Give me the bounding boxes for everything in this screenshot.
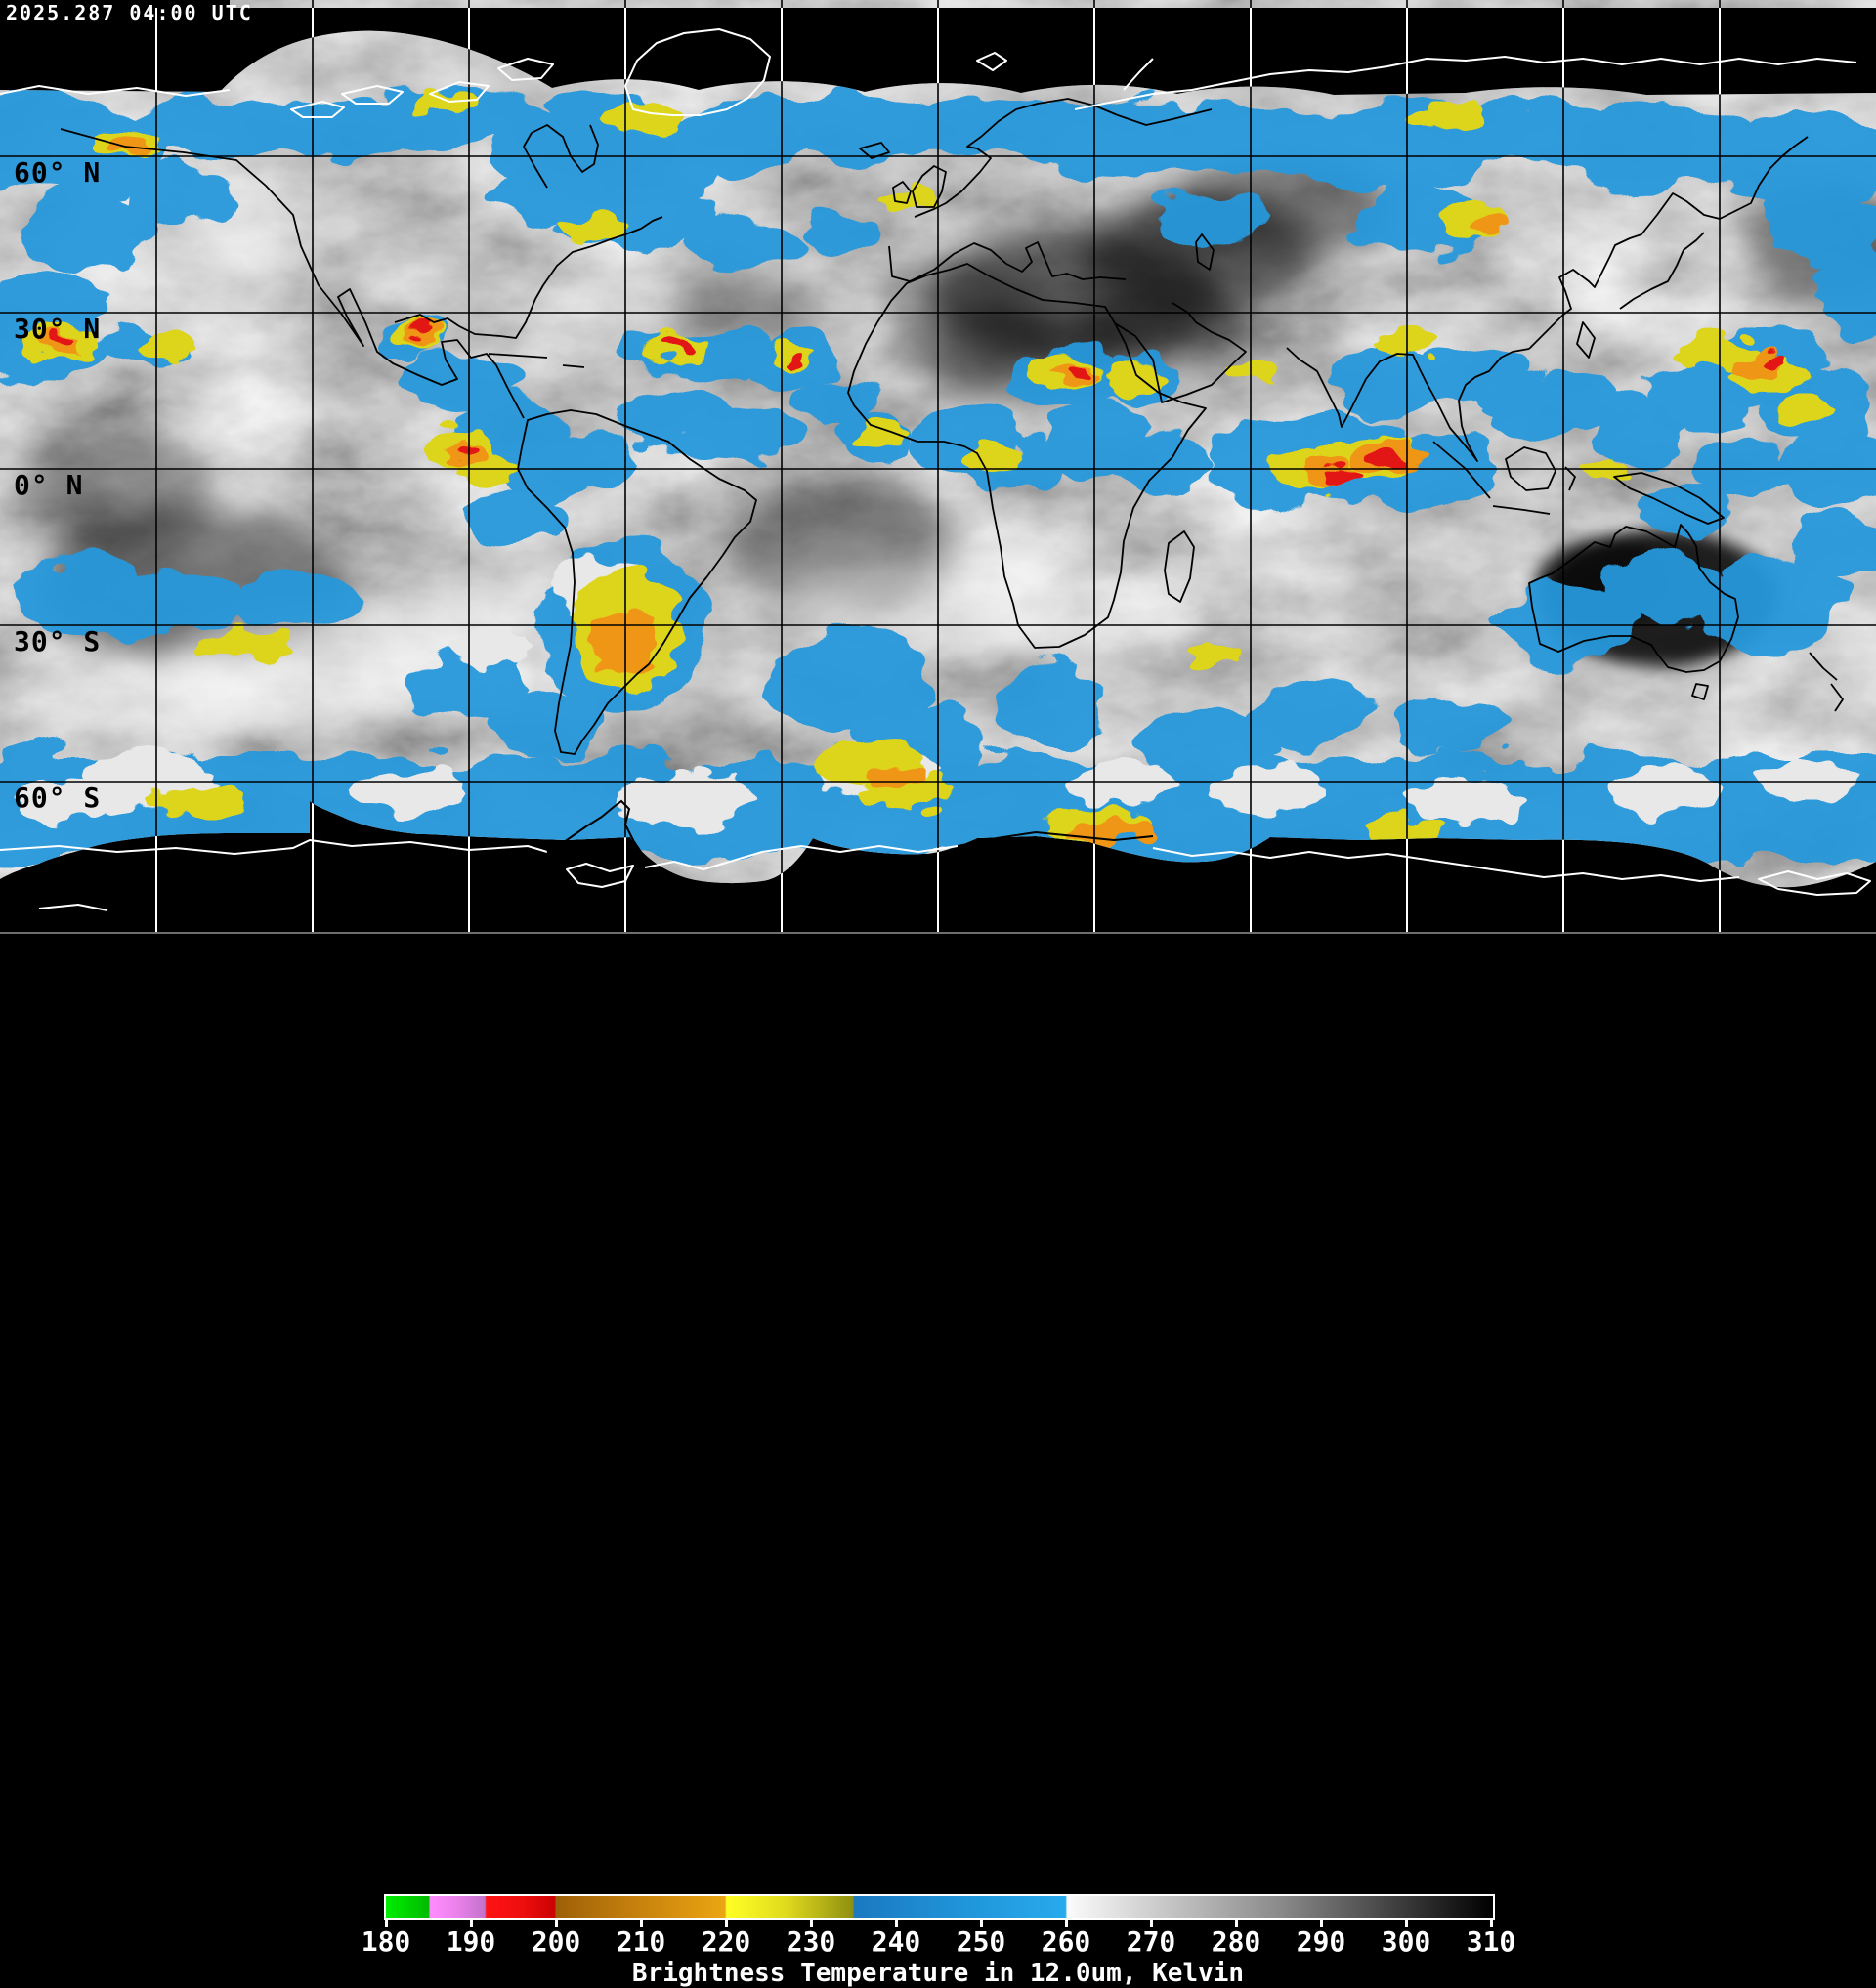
colorbar-tick	[1489, 1918, 1493, 1927]
colorbar-tick-label: 250	[956, 1925, 1006, 1958]
colorbar-tick	[894, 1918, 898, 1927]
latitude-label: 60° S	[14, 782, 102, 814]
satellite-imagery	[0, 0, 1876, 938]
colorbar-tick	[639, 1918, 643, 1927]
colorbar-title: Brightness Temperature in 12.0um, Kelvin	[631, 1959, 1245, 1988]
colorbar-tick-label: 260	[1041, 1925, 1091, 1958]
latitude-label: 0° N	[14, 469, 84, 501]
colorbar-tick	[1319, 1918, 1323, 1927]
graticule-black	[0, 0, 1876, 888]
colorbar-tick-label: 190	[446, 1925, 496, 1958]
colorbar-tick	[1404, 1918, 1408, 1927]
colorbar-tick-label: 300	[1381, 1925, 1431, 1958]
latitude-label: 60° N	[14, 156, 102, 189]
cold-cloud-blue	[0, 86, 1876, 860]
colorbar-tick	[1064, 1918, 1068, 1927]
colorbar-tick-label: 180	[361, 1925, 411, 1958]
coastlines	[60, 98, 1844, 755]
colorbar-tick	[554, 1918, 558, 1927]
latitude-label: 30° N	[14, 313, 102, 345]
antarctic-coast-on-data	[546, 799, 1154, 853]
cold-core-red	[49, 323, 1785, 485]
map-bottom-divider	[0, 932, 1876, 934]
timestamp: 2025.287 04:00 UTC	[6, 1, 253, 24]
colorbar-tick	[1234, 1918, 1238, 1927]
colorbar-tick	[469, 1918, 473, 1927]
colorbar-tick-label: 210	[616, 1925, 666, 1958]
colorbar-tick	[1149, 1918, 1153, 1927]
colorbar-tick-label: 310	[1466, 1925, 1516, 1958]
colorbar-tick-label: 200	[531, 1925, 581, 1958]
colorbar-tick	[724, 1918, 728, 1927]
colorbar	[384, 1894, 1495, 1920]
colorbar-tick-label: 290	[1296, 1925, 1346, 1958]
colorbar-tick	[384, 1918, 388, 1927]
polar-coastlines-white	[0, 28, 1871, 911]
colorbar-legend: 180 190 200 210 220 230 240 250 260 270 280 290 300 3…	[0, 938, 1876, 1987]
colorbar-tick-label: 280	[1211, 1925, 1261, 1958]
colorbar-tick-label: 220	[701, 1925, 751, 1958]
colorbar-tick	[979, 1918, 983, 1927]
satellite-map: 2025.287 04:00 UTC 60° N 30° N 0° N 30° S 60…	[0, 0, 1876, 938]
colorbar-tick-label: 270	[1126, 1925, 1176, 1958]
colorbar-tick-label: 240	[871, 1925, 921, 1958]
colorbar-tick	[809, 1918, 813, 1927]
latitude-label: 30° S	[14, 625, 102, 657]
colorbar-tick-label: 230	[786, 1925, 836, 1958]
